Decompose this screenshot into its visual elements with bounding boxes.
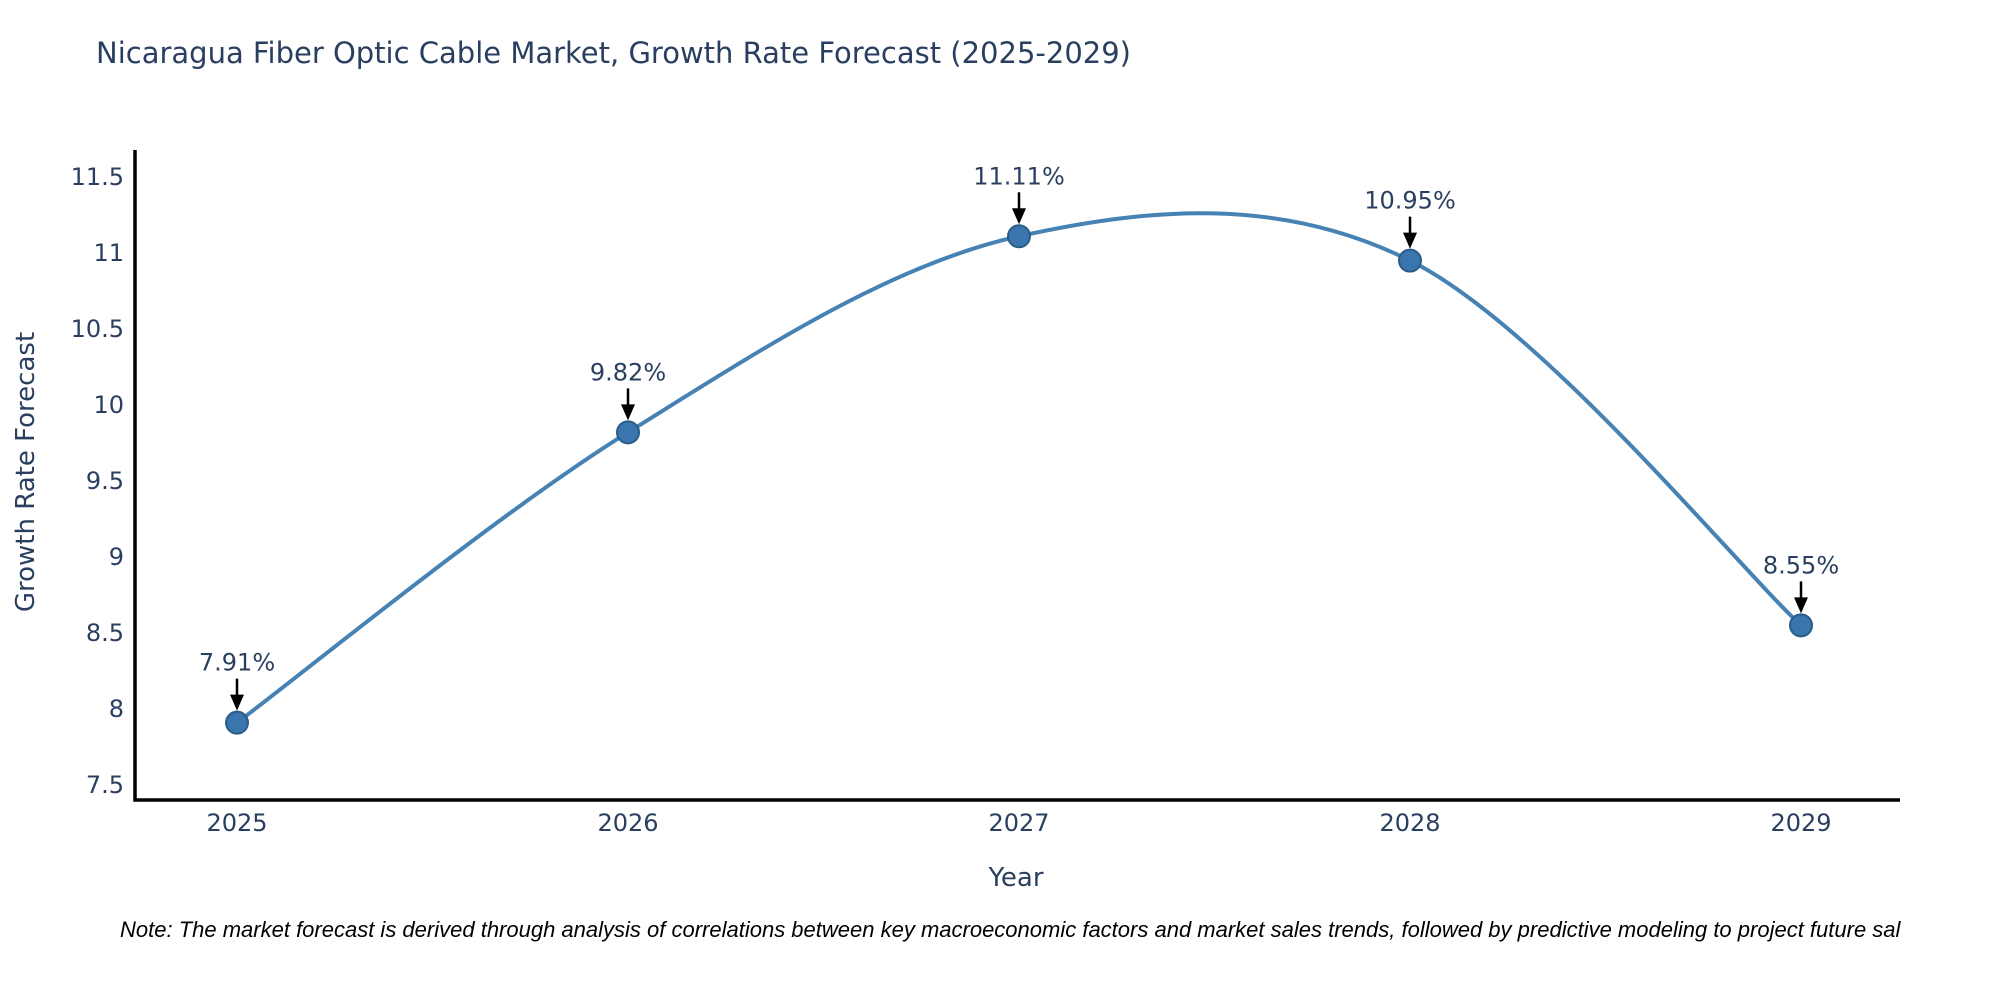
y-tick-label: 10 [93,391,124,419]
y-tick-label: 11.5 [71,163,124,191]
x-tick-label: 2028 [1379,809,1440,837]
point-label: 11.11% [973,162,1065,190]
y-tick-label: 10.5 [71,315,124,343]
axis-lines [133,150,1900,802]
y-tick-label: 8.5 [86,619,124,647]
annotation-arrow-head [1012,208,1026,225]
x-tick-label: 2029 [1770,809,1831,837]
data-point-2028 [1398,248,1422,273]
y-tick-label: 7.5 [86,771,124,799]
x-tick-label: 2027 [988,809,1049,837]
y-axis-title: Growth Rate Forecast [11,331,41,613]
y-tick-label: 11 [93,239,124,267]
y-tick-label: 8 [109,695,124,723]
x-axis-title: Year [988,863,1044,893]
x-tick-label: 2026 [597,809,658,837]
point-label: 9.82% [590,358,666,386]
point-label: 8.55% [1763,551,1839,579]
y-tick-label: 9.5 [86,467,124,495]
annotation-arrow-head [621,404,635,421]
annotation-arrow-head [1403,232,1417,249]
data-point-2029 [1789,613,1813,638]
x-tick-label: 2025 [206,809,267,837]
data-point-2026 [616,420,640,445]
point-label: 10.95% [1364,187,1456,215]
chart-title: Nicaragua Fiber Optic Cable Market, Grow… [96,36,1131,70]
y-tick-label: 9 [109,543,124,571]
forecast-line [235,211,1803,725]
annotation-arrow-head [1794,597,1808,614]
annotation-arrow-head [230,694,244,711]
point-label: 7.91% [199,649,275,677]
data-point-2027 [1007,224,1031,249]
footnote: Note: The market forecast is derived thr… [120,917,1901,942]
data-point-2025 [225,710,249,735]
